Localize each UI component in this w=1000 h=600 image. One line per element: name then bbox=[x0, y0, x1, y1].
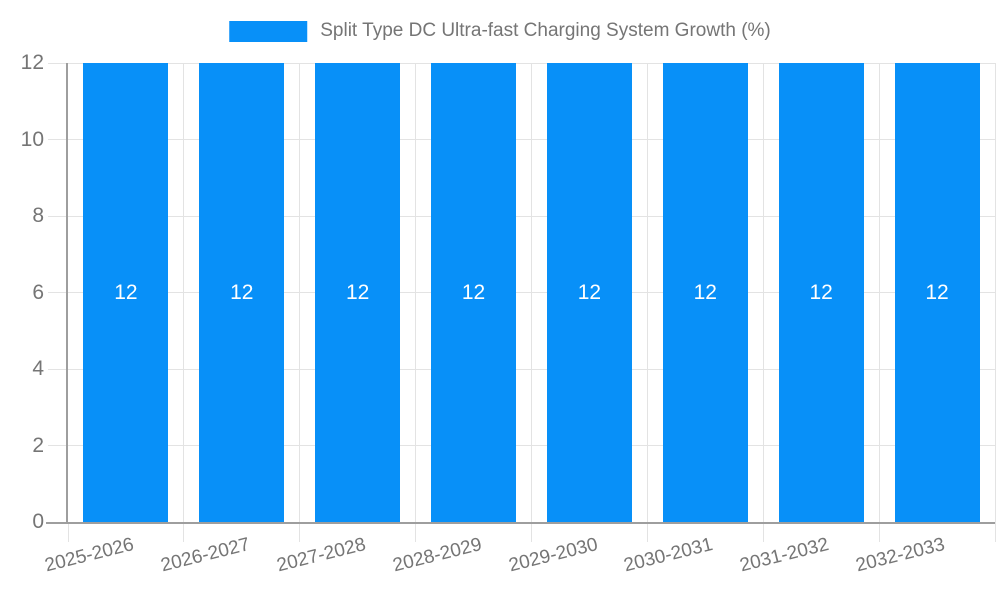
x-axis-tick bbox=[646, 522, 648, 542]
x-axis-tick-label: 2028-2029 bbox=[390, 534, 484, 577]
bar-value-label: 12 bbox=[461, 280, 486, 304]
y-axis-tick bbox=[48, 292, 68, 293]
y-axis-line bbox=[66, 63, 68, 522]
x-axis-tick-label: 2025-2026 bbox=[42, 534, 137, 577]
x-axis-tick-label: 2027-2028 bbox=[274, 534, 368, 577]
x-axis-tick-label: 2032-2033 bbox=[853, 534, 948, 577]
x-axis-tick bbox=[299, 522, 301, 542]
x-axis-tick-label: 2026-2027 bbox=[158, 534, 252, 577]
y-axis-tick bbox=[48, 445, 68, 446]
gridline-vertical bbox=[878, 63, 880, 522]
bar[interactable]: 12 bbox=[431, 63, 517, 522]
y-axis-tick bbox=[48, 139, 68, 140]
bar[interactable]: 12 bbox=[315, 63, 401, 522]
x-axis-line bbox=[46, 522, 995, 524]
x-axis-tick bbox=[994, 522, 996, 542]
bar-value-label: 12 bbox=[577, 280, 602, 304]
y-axis-tick-label: 6 bbox=[32, 280, 44, 304]
x-axis-tick-label: 2029-2030 bbox=[506, 534, 600, 577]
bar[interactable]: 12 bbox=[662, 63, 748, 522]
bar-value-label: 12 bbox=[809, 280, 833, 304]
y-axis-tick bbox=[48, 215, 68, 217]
bar[interactable]: 12 bbox=[199, 63, 285, 522]
gridline-vertical bbox=[183, 63, 185, 522]
y-axis-tick-label: 10 bbox=[20, 127, 44, 151]
plot-area: 0 2 4 6 8 10 12 12 2025-2026 12 2026-2027 12 2027-20… bbox=[21, 51, 996, 576]
legend-item[interactable]: Split Type DC Ultra-fast Charging System… bbox=[229, 20, 771, 42]
x-axis-tick-label: 2030-2031 bbox=[622, 534, 716, 577]
gridline-vertical bbox=[994, 63, 996, 522]
y-axis-tick bbox=[48, 368, 68, 370]
y-axis-tick-label: 0 bbox=[32, 510, 44, 533]
bar[interactable]: 12 bbox=[778, 63, 864, 522]
bar-value-label: 12 bbox=[114, 280, 138, 304]
legend-swatch-icon bbox=[229, 20, 308, 42]
bar-value-label: 12 bbox=[346, 280, 370, 304]
x-axis-tick bbox=[878, 522, 880, 542]
bar-value-label: 12 bbox=[693, 280, 717, 304]
y-axis-tick-label: 2 bbox=[32, 433, 44, 457]
x-axis-tick-label: 2031-2032 bbox=[738, 534, 832, 577]
gridline-vertical bbox=[646, 63, 648, 522]
legend-label: Split Type DC Ultra-fast Charging System… bbox=[320, 20, 771, 41]
gridline-vertical bbox=[415, 63, 417, 522]
y-axis-tick-label: 12 bbox=[20, 51, 44, 74]
gridline-vertical bbox=[299, 63, 301, 522]
bar[interactable]: 12 bbox=[83, 63, 169, 522]
bar-value-label: 12 bbox=[925, 280, 949, 304]
x-axis-tick bbox=[67, 522, 69, 542]
x-axis-tick bbox=[531, 522, 532, 542]
gridline-vertical bbox=[531, 63, 532, 522]
bar[interactable]: 12 bbox=[894, 63, 980, 522]
gridline-vertical bbox=[762, 63, 764, 522]
y-axis-tick bbox=[48, 62, 68, 64]
x-axis-tick bbox=[183, 522, 185, 542]
x-axis-tick bbox=[415, 522, 417, 542]
x-axis-tick bbox=[762, 522, 764, 542]
bar[interactable]: 12 bbox=[546, 63, 632, 522]
y-axis-tick-label: 8 bbox=[32, 204, 44, 227]
y-axis-tick-label: 4 bbox=[32, 357, 44, 380]
bar-value-label: 12 bbox=[230, 280, 254, 304]
